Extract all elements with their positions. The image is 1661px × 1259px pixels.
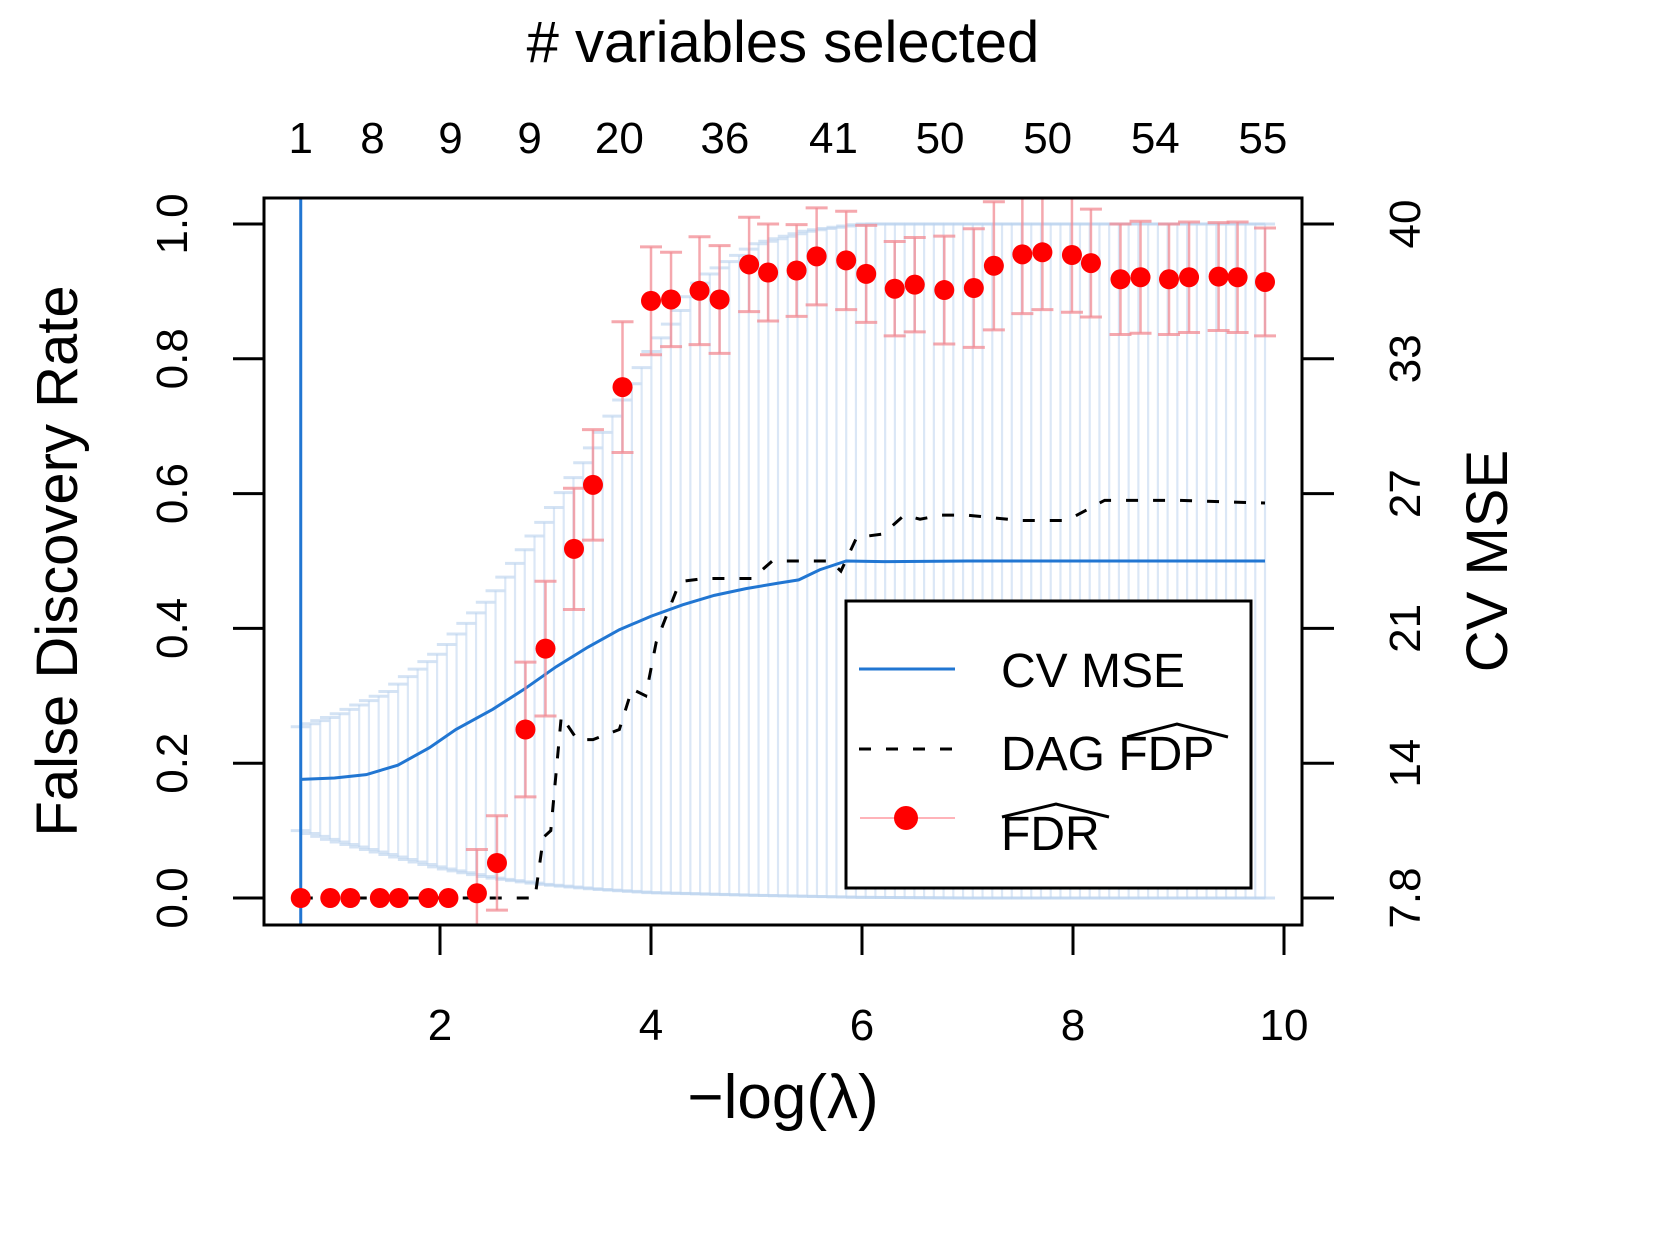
fdr-point [709, 289, 730, 310]
top-tick-label: 20 [595, 114, 644, 163]
top-tick-label: 9 [517, 114, 541, 163]
fdr-point [758, 262, 779, 283]
fdr-point [1159, 269, 1180, 290]
fdr-point [904, 274, 925, 295]
fdr-point [320, 888, 341, 908]
top-tick-label: 41 [809, 114, 858, 163]
y-axis-title: False Discovery Rate [25, 285, 90, 836]
fdr-point [884, 278, 905, 299]
fdr-point [1032, 242, 1053, 263]
dag-fdp-line [300, 498, 1266, 900]
fdr-point [786, 260, 807, 281]
top-tick-label: 8 [360, 114, 384, 163]
fdr-point [418, 888, 439, 908]
fdr-point [563, 538, 584, 559]
series-layer [299, 198, 1266, 925]
fdr-point [836, 250, 857, 271]
y2-tick-label: 27 [1381, 469, 1430, 518]
fdr-point [582, 474, 603, 495]
y-tick-label: 0.6 [148, 463, 197, 524]
legend-label-fdr: FDR [1001, 808, 1100, 861]
fdr-point [1130, 267, 1151, 288]
fdr-point [486, 852, 507, 873]
y2-tick-label: 40 [1381, 200, 1430, 249]
top-tick-label: 50 [1023, 114, 1072, 163]
fdr-point [1255, 271, 1276, 292]
legend-box [844, 599, 1253, 890]
y2-tick-label: 21 [1381, 604, 1430, 653]
x-tick-label: 10 [1260, 1001, 1309, 1050]
top-tick-label: 55 [1238, 114, 1287, 163]
top-tick-label: 36 [700, 114, 749, 163]
top-tick-label: 50 [916, 114, 965, 163]
x-tick-label: 2 [428, 1001, 452, 1050]
fdr-points [290, 198, 1277, 925]
fdr-point [1227, 267, 1248, 288]
fdr-point [1110, 269, 1131, 290]
top-tick-label: 1 [288, 114, 312, 163]
fdr-point [1061, 245, 1082, 266]
top-tick-label: 9 [438, 114, 462, 163]
y2-tick-label: 14 [1381, 739, 1430, 788]
fdr-point [466, 883, 487, 904]
fdr-point [934, 280, 955, 301]
legend-fdr-point [894, 806, 918, 830]
fdr-point [739, 254, 760, 275]
fdr-point [1012, 244, 1033, 265]
legend-hat-fdr [1001, 802, 1110, 819]
fdr-point [515, 719, 536, 740]
fdr-point [340, 888, 361, 908]
legend: CV MSE DAG FDP FDR [844, 599, 1253, 890]
y2-tick-label: 7.8 [1381, 867, 1430, 928]
axes: 2 4 6 8 101 8 9 9 20 36 41 50 50 54 550.00.20.40.60.81… [148, 114, 1430, 1050]
y-tick-label: 1.0 [148, 193, 197, 254]
fdr-point [612, 377, 633, 398]
fdr-point [1080, 253, 1101, 274]
top-tick-label: 54 [1131, 114, 1180, 163]
legend-hat-fdp [1126, 722, 1229, 739]
fdr-point [661, 289, 682, 310]
fdr-point [963, 278, 984, 299]
fdr-point [1208, 266, 1229, 287]
fdr-point [641, 290, 661, 311]
y-tick-label: 0.2 [148, 733, 197, 794]
top-axis-title: # variables selected [527, 10, 1040, 75]
x-tick-label: 6 [850, 1001, 874, 1050]
y-tick-label: 0.8 [148, 328, 197, 389]
fdr-point [806, 246, 827, 267]
fdr-point [369, 888, 390, 908]
y2-axis-title: CV MSE [1455, 450, 1520, 672]
fdr-point [983, 255, 1004, 276]
x-axis-title: −log(λ) [687, 1063, 878, 1132]
y-tick-label: 0.4 [148, 598, 197, 659]
fdr-point [388, 888, 409, 908]
fdr-point [535, 638, 556, 659]
fdr-point [856, 263, 877, 284]
x-tick-label: 4 [639, 1001, 663, 1050]
legend-label-dag-fdp: DAG FDP [1001, 728, 1214, 781]
fdr-point [438, 888, 459, 908]
cv-mse-line [300, 559, 1266, 781]
legend-label-cv-mse: CV MSE [1001, 645, 1185, 698]
fdr-point [290, 888, 311, 908]
x-tick-label: 8 [1061, 1001, 1085, 1050]
y2-tick-label: 33 [1381, 334, 1430, 383]
fdr-point [689, 280, 710, 301]
fdr-point [1179, 267, 1200, 288]
y-tick-label: 0.0 [148, 867, 197, 928]
